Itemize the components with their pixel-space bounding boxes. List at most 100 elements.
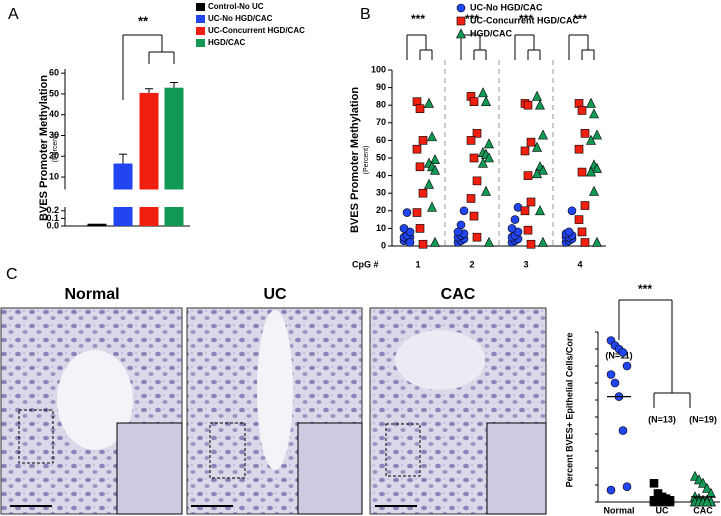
point — [523, 225, 533, 235]
annotation: (N=19) — [689, 414, 717, 424]
y-tick-label: 20 — [49, 151, 59, 161]
point — [535, 99, 545, 110]
significance: *** — [573, 12, 587, 26]
legend-label: Control-No UC — [208, 2, 264, 11]
legend-label: UC-Concurrent HGD/CAC — [208, 26, 305, 35]
point — [526, 137, 536, 147]
legend-label: UC-No HGD/CAC — [208, 14, 273, 23]
point — [430, 154, 440, 165]
bar — [87, 223, 107, 226]
point — [606, 370, 616, 379]
point — [580, 201, 590, 210]
x-tick-label: Normal — [603, 505, 634, 515]
y-tick-label: 50 — [49, 88, 59, 98]
point — [472, 232, 482, 242]
x-tick-label: 2 — [469, 259, 474, 269]
bar — [139, 92, 159, 190]
x-tick-label: 4 — [577, 259, 582, 269]
point — [618, 348, 628, 357]
point — [412, 144, 422, 154]
inset-box — [209, 422, 246, 479]
point — [592, 129, 602, 140]
point — [574, 144, 584, 154]
point — [418, 239, 428, 249]
point — [466, 194, 476, 203]
point — [484, 152, 494, 163]
point — [415, 162, 425, 172]
y-tick-label: 30 — [376, 188, 386, 198]
bar — [113, 207, 133, 226]
y-axis-label: BVES Promoter Methylation — [38, 75, 50, 221]
y-axis-label: BVES Promoter Methylation — [349, 87, 361, 233]
legend-swatch — [196, 27, 205, 35]
point — [564, 227, 574, 237]
point — [538, 129, 548, 140]
image-title: CAC — [441, 286, 476, 303]
point — [424, 97, 434, 108]
point — [469, 211, 479, 221]
point — [456, 28, 466, 39]
point — [427, 201, 437, 212]
point — [456, 3, 466, 13]
point — [478, 87, 488, 98]
y-tick-label: 20 — [376, 205, 386, 215]
micrographs — [0, 307, 547, 515]
y-tick-label: 0 — [381, 240, 386, 250]
inset — [486, 422, 547, 515]
point — [532, 90, 542, 101]
point — [481, 96, 491, 106]
legend-swatch — [196, 39, 205, 47]
point — [580, 129, 590, 138]
point — [481, 185, 491, 196]
bar — [139, 207, 159, 226]
point — [649, 478, 659, 488]
point — [622, 361, 632, 371]
legend-swatch — [196, 3, 205, 11]
point — [484, 236, 494, 247]
point — [520, 146, 530, 156]
point — [430, 236, 440, 247]
point — [532, 168, 542, 179]
point — [610, 378, 620, 388]
lumen — [257, 310, 293, 470]
point — [466, 136, 476, 145]
y-tick-label: 100 — [371, 64, 386, 74]
legend-label: UC-No HGD/CAC — [470, 2, 543, 12]
bar — [113, 163, 133, 190]
point — [469, 97, 479, 106]
y-tick-label: 40 — [376, 170, 386, 180]
y-axis-sublabel: (Percent) — [52, 134, 59, 163]
inset — [116, 422, 183, 515]
bar — [164, 87, 184, 190]
significance: *** — [411, 12, 425, 26]
significance: ** — [138, 13, 149, 28]
point — [618, 426, 628, 435]
point — [589, 108, 599, 119]
x-tick-label: 1 — [415, 259, 420, 269]
point — [622, 482, 632, 492]
point — [577, 106, 587, 115]
point — [592, 236, 602, 247]
point — [405, 238, 415, 247]
point — [535, 205, 545, 216]
y-tick-label: 0.2 — [46, 205, 59, 215]
y-tick-label: 80 — [376, 100, 386, 110]
y-axis-sublabel: (Percent) — [363, 146, 370, 175]
significance: *** — [638, 282, 652, 296]
y-tick-label: 40 — [49, 109, 59, 119]
point — [586, 134, 596, 145]
bar — [164, 207, 184, 226]
point — [456, 16, 466, 26]
point — [526, 197, 536, 207]
point — [523, 100, 533, 110]
y-tick-label: 50 — [376, 152, 386, 162]
inset — [297, 422, 363, 515]
panel-label: B — [360, 6, 371, 23]
point — [606, 485, 616, 495]
point — [589, 185, 599, 196]
y-tick-label: 30 — [49, 130, 59, 140]
point — [574, 215, 584, 224]
image-title: Normal — [64, 286, 119, 303]
point — [702, 496, 712, 507]
panel-label: A — [8, 6, 19, 23]
